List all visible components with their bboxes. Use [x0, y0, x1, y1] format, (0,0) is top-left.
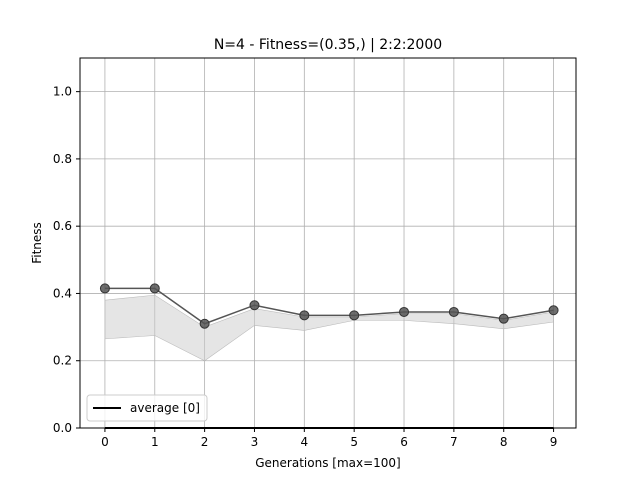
- y-axis-label: Fitness: [30, 222, 44, 264]
- fitness-range-band: [104, 294, 554, 362]
- x-axis-label: Generations [max=100]: [255, 456, 400, 470]
- y-tick-label-4: 0.8: [53, 152, 72, 166]
- x-tick-label-4: 4: [301, 435, 309, 449]
- y-tick-label-0: 0.0: [53, 421, 72, 435]
- x-tick-label-6: 6: [400, 435, 408, 449]
- plot-area: [80, 58, 576, 428]
- x-tick-label-9: 9: [550, 435, 558, 449]
- series-markers: [99, 283, 559, 329]
- y-axis-ticks: 0.0 0.2 0.4 0.6 0.8 1.0: [53, 85, 80, 435]
- x-tick-label-0: 0: [101, 435, 109, 449]
- x-tick-label-1: 1: [151, 435, 159, 449]
- x-tick-label-2: 2: [201, 435, 209, 449]
- fitness-point-4: [299, 310, 310, 321]
- x-tick-label-8: 8: [500, 435, 508, 449]
- legend-box: [86, 394, 208, 422]
- fitness-point-1: [149, 283, 160, 294]
- x-tick-label-5: 5: [350, 435, 358, 449]
- fitness-point-5: [349, 310, 360, 321]
- fitness-point-6: [399, 306, 410, 317]
- fitness-point-0: [99, 283, 110, 294]
- fitness-point-3: [249, 300, 260, 311]
- y-tick-label-1: 0.2: [53, 354, 72, 368]
- chart-title: N=4 - Fitness=(0.35,) | 2:2:2000: [214, 37, 442, 53]
- legend: average [0]: [86, 394, 208, 422]
- x-tick-label-7: 7: [450, 435, 458, 449]
- plot-frame: [79, 57, 577, 429]
- legend-label-average: average [0]: [130, 401, 200, 415]
- fitness-point-7: [448, 306, 459, 317]
- y-tick-label-5: 1.0: [53, 85, 72, 99]
- fitness-point-8: [498, 313, 509, 324]
- fitness-point-9: [548, 305, 559, 316]
- range-band-area: [104, 294, 554, 362]
- x-axis-ticks: 0 1 2 3 4 5 6 7 8 9: [101, 428, 557, 449]
- fitness-point-2: [199, 318, 210, 329]
- y-tick-label-3: 0.6: [53, 219, 72, 233]
- y-tick-label-2: 0.4: [53, 286, 72, 300]
- x-tick-label-3: 3: [251, 435, 259, 449]
- series-line-fitness: [104, 287, 554, 325]
